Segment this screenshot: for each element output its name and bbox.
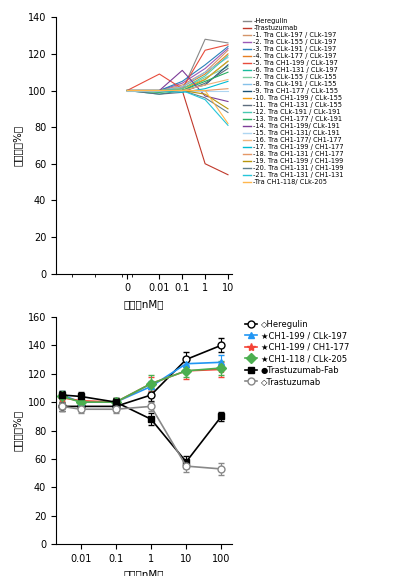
Legend: ◇Heregulin, ★CH1-199 / CLk-197, ★CH1-199 / CH1-177, ★CH1-118 / CLk-205, ●Trastuz: ◇Heregulin, ★CH1-199 / CLk-197, ★CH1-199…: [242, 316, 352, 389]
Y-axis label: 増殖率（%）: 増殖率（%）: [12, 410, 22, 451]
X-axis label: 濃度（nM）: 濃度（nM）: [124, 299, 164, 309]
X-axis label: 濃度（nM）: 濃度（nM）: [124, 570, 164, 576]
Legend: -Heregulin, -Trastuzumab, -1. Tra CLk-197 / CLk-197, -2. Tra CLk-155 / CLk-197, : -Heregulin, -Trastuzumab, -1. Tra CLk-19…: [241, 16, 346, 188]
Y-axis label: 増殖率（%）: 増殖率（%）: [12, 125, 22, 166]
